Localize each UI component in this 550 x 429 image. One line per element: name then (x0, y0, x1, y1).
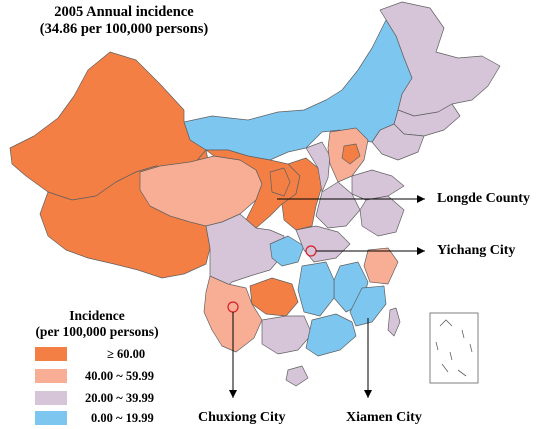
legend-item-low: 0.00 ~ 19.99 (35, 410, 205, 426)
region-guizhou (249, 277, 299, 317)
region-qinghai (139, 155, 263, 227)
callout-lines (227, 195, 425, 398)
legend-label-mid-low: 20.00 ~ 39.99 (85, 391, 155, 405)
legend-swatch-mid-high (35, 369, 67, 383)
legend-item-mid-low: 20.00 ~ 39.99 (35, 390, 205, 406)
legend-swatch-high (35, 347, 67, 361)
region-hainan (285, 365, 309, 387)
region-shanxi (305, 141, 331, 193)
region-shandong (351, 169, 405, 201)
xiamen-city-label: Xiamen City (346, 410, 422, 425)
longde-county-label: Longde County (437, 191, 530, 206)
legend-label-mid-high: 40.00 ~ 59.99 (85, 369, 155, 383)
map-title-line1: 2005 Annual incidence (54, 4, 194, 20)
region-guangxi (261, 315, 313, 355)
region-zhejiang (363, 247, 399, 285)
region-henan (315, 181, 361, 229)
region-guangdong (305, 313, 357, 357)
region-liaoning (371, 123, 425, 161)
region-chongqing (269, 235, 305, 267)
region-taiwan (387, 307, 401, 337)
legend-label-high: ≥ 60.00 (107, 347, 146, 361)
region-jiangsu (359, 195, 405, 237)
region-beijing (341, 143, 361, 165)
region-shaanxi (281, 157, 323, 231)
map-title-line2: (34.86 per 100,000 persons) (39, 21, 209, 37)
legend-swatch-mid-low (35, 391, 67, 405)
yichang-city-label: Yichang City (437, 243, 516, 258)
legend-title: Incidence (69, 308, 125, 323)
legend-label-low: 0.00 ~ 19.99 (91, 411, 154, 425)
region-hubei (295, 225, 351, 263)
region-hunan (297, 261, 335, 317)
region-fujian (349, 285, 387, 327)
legend-item-high: ≥ 60.00 (35, 346, 205, 362)
legend-item-mid-high: 40.00 ~ 59.99 (35, 368, 205, 384)
south-china-sea-inset (429, 312, 479, 384)
legend-subtitle: (per 100,000 persons) (35, 324, 159, 339)
legend-swatch-low (35, 411, 67, 425)
region-ningxia (269, 167, 291, 197)
region-gansu (205, 149, 301, 229)
chuxiong-city-label: Chuxiong City (198, 410, 286, 425)
